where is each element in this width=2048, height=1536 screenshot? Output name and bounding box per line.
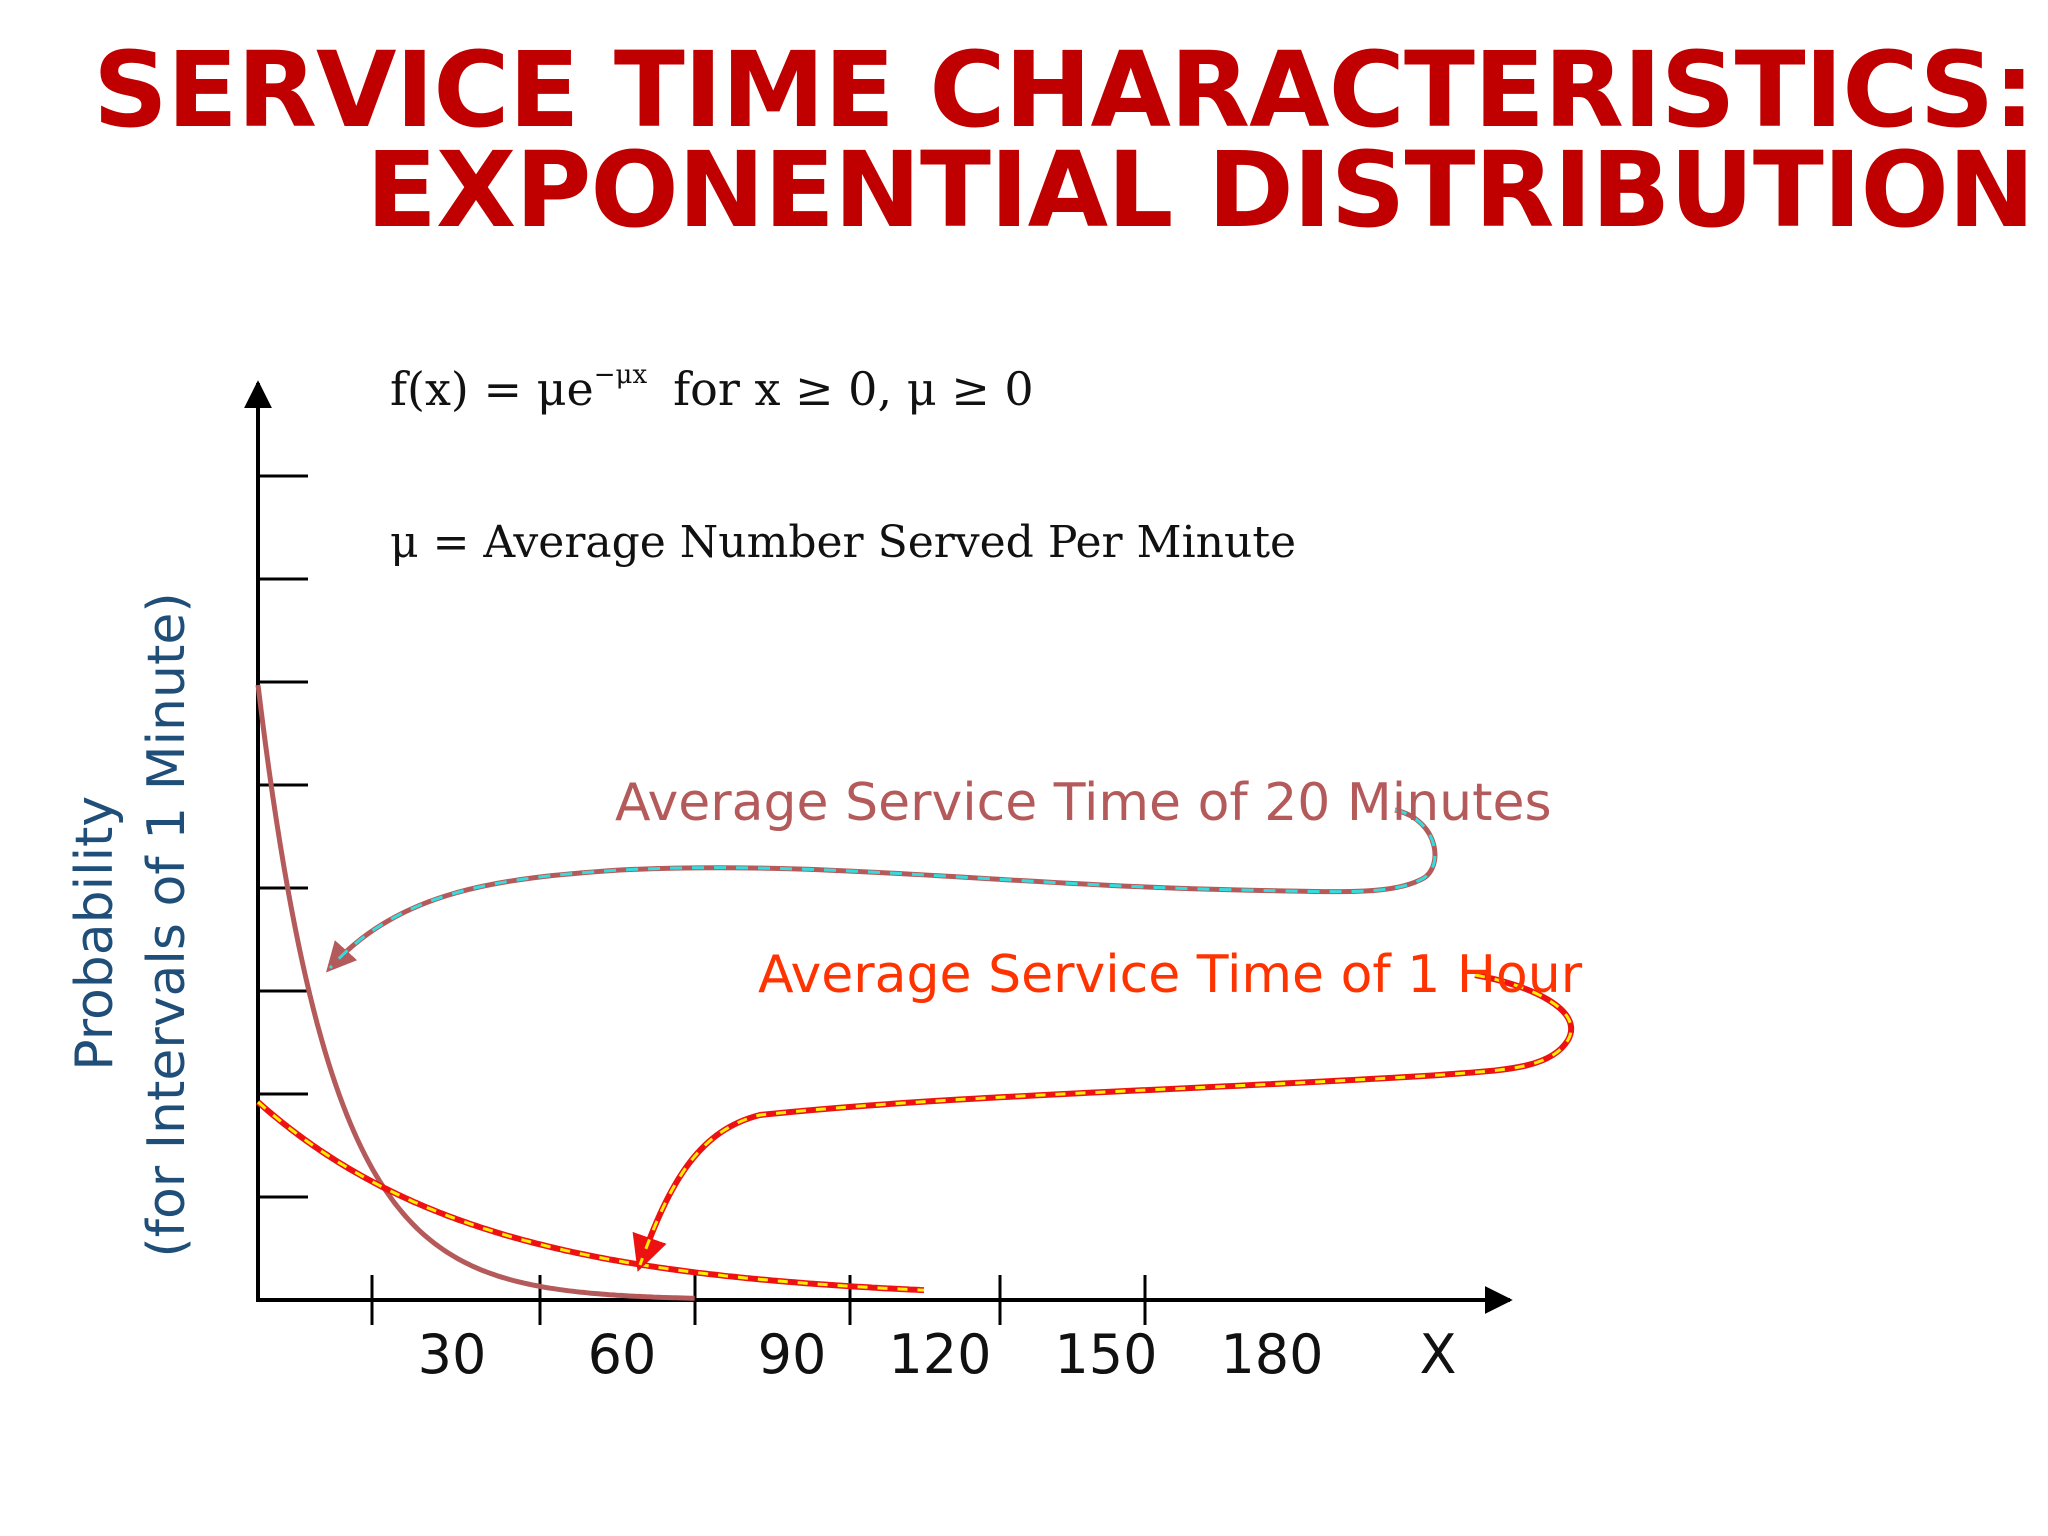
x-tick-label-150: 150	[1054, 1323, 1157, 1386]
x-tick-label-180: 180	[1220, 1323, 1323, 1386]
x-tick-label-90: 90	[758, 1323, 827, 1386]
x-axis-label: X	[1420, 1323, 1457, 1386]
x-tick-marks: 30 60 90 120 150 180	[370, 1275, 1324, 1386]
curve-20-minutes	[255, 684, 695, 1301]
y-axis-label-line-2: (for Intervals of 1 Minute)	[137, 592, 197, 1257]
formula-mu-definition: μ = Average Number Served Per Minute	[390, 517, 1296, 568]
x-tick-label-60: 60	[588, 1323, 657, 1386]
label-20-minutes: Average Service Time of 20 Minutes	[615, 773, 1552, 833]
formula-main: f(x) = μe−μx for x ≥ 0, μ ≥ 0	[390, 360, 1034, 416]
formula-condition: for x ≥ 0, μ ≥ 0	[673, 362, 1034, 416]
y-tick-marks	[258, 474, 308, 1199]
curve-1-hour-dash	[257, 1100, 925, 1292]
curve-1-hour	[256, 1099, 925, 1294]
formula-exponent: −μx	[594, 360, 648, 390]
callout-20-minutes-dash	[328, 808, 1437, 970]
y-axis-label-line-1: Probability	[65, 796, 125, 1071]
slide-title-line-2: EXPONENTIAL DISTRIBUTION	[365, 129, 2035, 251]
label-1-hour: Average Service Time of 1 Hour	[758, 945, 1583, 1005]
x-tick-label-120: 120	[888, 1323, 991, 1386]
callout-1-hour-arrow	[632, 972, 1574, 1272]
y-axis-label: Probability (for Intervals of 1 Minute)	[65, 592, 197, 1257]
formula-pdf: f(x) = μe	[390, 362, 594, 416]
slide-title-line-1: SERVICE TIME CHARACTERISTICS:	[93, 29, 2035, 151]
x-tick-label-30: 30	[418, 1323, 487, 1386]
callout-1-hour-dash	[638, 973, 1573, 1266]
